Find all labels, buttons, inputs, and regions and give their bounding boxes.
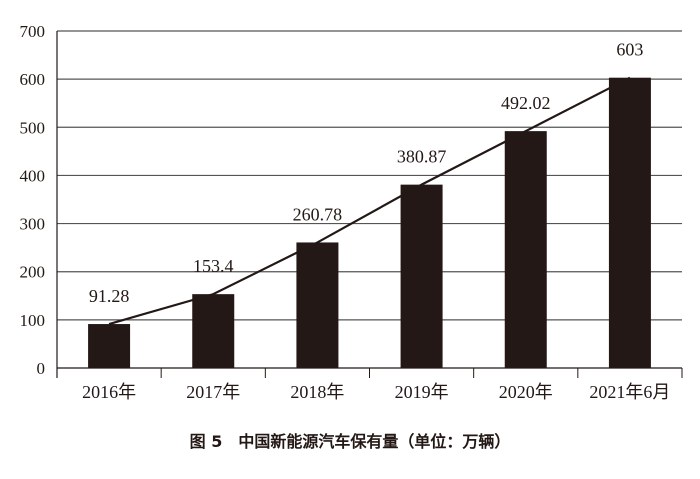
x-tick-label: 2017年: [186, 382, 240, 402]
chart-caption: 图 5 中国新能源汽车保有量（单位：万辆）: [189, 432, 511, 451]
x-tick-label: 2021年6月: [589, 382, 670, 402]
y-tick-label: 600: [20, 70, 46, 89]
x-tick-label: 2020年: [499, 382, 553, 402]
y-tick-label: 300: [20, 215, 46, 234]
bar: [504, 131, 547, 368]
data-label: 91.28: [89, 286, 130, 306]
trend-line: [108, 76, 631, 326]
bar: [88, 324, 131, 368]
bar: [192, 294, 235, 368]
bar: [608, 77, 651, 368]
y-tick-label: 0: [37, 359, 46, 378]
y-tick-label: 500: [20, 118, 46, 137]
y-tick-label: 700: [20, 22, 46, 41]
y-tick-label: 200: [20, 263, 46, 282]
bar: [296, 242, 339, 368]
y-tick-label: 100: [20, 311, 46, 330]
x-tick-label: 2016年: [82, 382, 136, 402]
x-tick-label: 2018年: [290, 382, 344, 402]
data-label: 380.87: [397, 147, 447, 167]
data-label: 260.78: [293, 204, 343, 224]
data-label: 603: [616, 40, 643, 60]
x-tick-label: 2019年: [395, 382, 449, 402]
y-tick-label: 400: [20, 166, 46, 185]
bar: [400, 184, 443, 368]
data-label: 492.02: [501, 93, 551, 113]
data-label: 153.4: [193, 256, 234, 276]
bar-chart: 0 100 200 300 400 500 600 700 2016年 2017年 2018年 201…: [20, 22, 683, 402]
